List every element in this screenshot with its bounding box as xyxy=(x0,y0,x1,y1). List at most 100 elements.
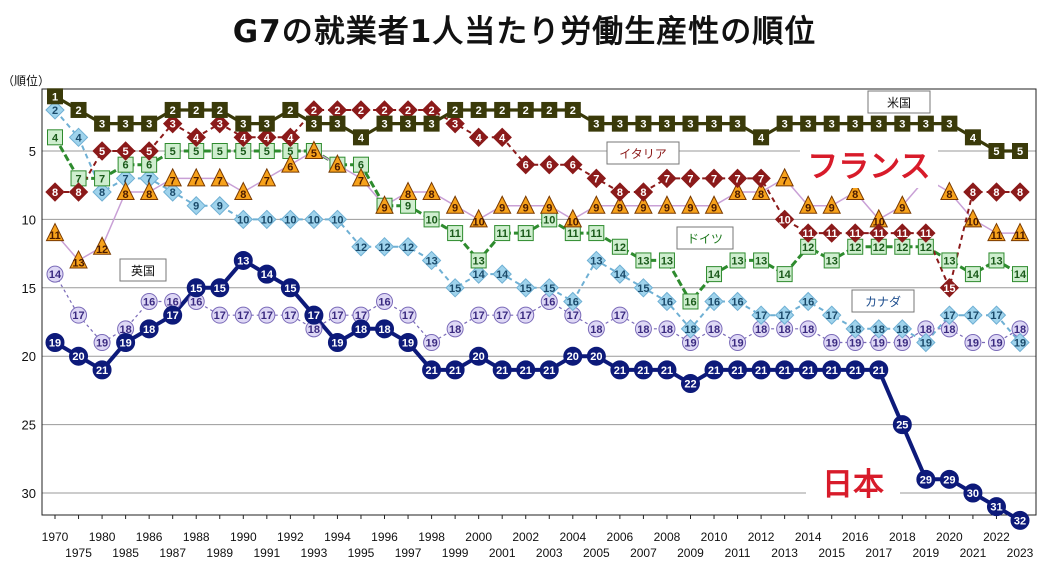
data-label: 5 xyxy=(240,146,246,158)
legend-label-japan: 日本 xyxy=(806,460,900,506)
data-label: 3 xyxy=(593,119,599,131)
series-marker xyxy=(45,100,65,120)
data-label: 18 xyxy=(1014,324,1026,336)
series-marker xyxy=(541,101,558,118)
x-tick-label: 2016 xyxy=(842,530,869,544)
series-marker xyxy=(892,223,913,243)
series-marker xyxy=(539,154,559,175)
series-marker xyxy=(210,113,230,134)
x-tick-label: 2012 xyxy=(748,530,775,544)
data-label: 8 xyxy=(99,187,105,199)
series-marker xyxy=(822,195,842,214)
data-label: 3 xyxy=(782,119,788,131)
data-label: 17 xyxy=(990,310,1002,322)
data-label: 21 xyxy=(849,365,861,377)
series-marker xyxy=(539,278,559,298)
series-marker xyxy=(68,182,89,202)
data-label: 12 xyxy=(849,242,861,254)
data-label: 11 xyxy=(520,228,532,240)
data-label: 16 xyxy=(143,296,155,308)
series-marker xyxy=(492,360,512,380)
series-marker xyxy=(280,278,300,298)
series-marker xyxy=(776,266,793,283)
data-label: 19 xyxy=(96,338,108,350)
x-tick-label: 1999 xyxy=(442,546,469,560)
data-label: 18 xyxy=(637,324,649,336)
series-marker xyxy=(92,182,112,202)
data-label: 2 xyxy=(193,105,199,117)
data-label: 12 xyxy=(920,242,932,254)
legend-label-usa: 米国 xyxy=(867,90,931,114)
series-marker xyxy=(704,195,724,214)
data-label: 17 xyxy=(614,310,626,322)
data-label: 15 xyxy=(543,283,555,295)
series-marker xyxy=(469,208,488,228)
data-label: 18 xyxy=(849,324,861,336)
data-label: 13 xyxy=(237,255,249,267)
series-marker xyxy=(916,223,936,243)
series-marker xyxy=(987,222,1006,242)
data-label: 11 xyxy=(849,228,861,240)
series-marker xyxy=(800,115,817,132)
x-tick-label: 1975 xyxy=(65,546,92,560)
data-label: 3 xyxy=(429,119,435,131)
series-marker xyxy=(869,223,889,243)
series-marker xyxy=(376,292,394,310)
series-marker xyxy=(753,129,770,146)
data-label: 9 xyxy=(805,203,811,215)
x-tick-label: 2019 xyxy=(913,546,940,560)
series-marker xyxy=(445,113,465,134)
data-label: 19 xyxy=(331,338,343,350)
series-marker xyxy=(258,306,276,324)
data-label: 9 xyxy=(640,203,646,215)
data-label: 11 xyxy=(49,230,61,242)
series-marker xyxy=(610,264,630,284)
data-label: 3 xyxy=(640,119,646,131)
data-label: 21 xyxy=(96,365,108,377)
data-label: 7 xyxy=(664,173,670,185)
data-label: 17 xyxy=(167,310,179,322)
svg-text:カナダ: カナダ xyxy=(865,294,901,309)
svg-text:日本: 日本 xyxy=(822,467,884,503)
data-label: 17 xyxy=(943,310,955,322)
data-label: 13 xyxy=(943,255,955,267)
data-label: 2 xyxy=(75,105,81,117)
series-marker xyxy=(894,115,911,132)
data-label: 2 xyxy=(570,105,576,117)
data-label: 7 xyxy=(170,175,176,187)
data-label: 18 xyxy=(119,324,131,336)
series-marker xyxy=(257,209,277,230)
data-label: 17 xyxy=(567,310,579,322)
data-label: 10 xyxy=(331,214,343,226)
series-marker xyxy=(823,334,841,352)
data-label: 14 xyxy=(779,269,792,281)
x-tick-label: 1992 xyxy=(277,530,304,544)
series-marker xyxy=(70,101,87,118)
data-label: 15 xyxy=(214,283,226,295)
data-label: 11 xyxy=(920,228,932,240)
series-marker xyxy=(117,115,134,132)
series-marker xyxy=(45,222,65,242)
data-label: 17 xyxy=(496,310,508,322)
data-label: 19 xyxy=(731,338,743,350)
series-marker xyxy=(398,181,418,201)
series-marker xyxy=(327,209,348,230)
data-label: 7 xyxy=(758,173,764,185)
series-marker xyxy=(281,154,300,173)
series-marker xyxy=(45,182,65,202)
data-label: 3 xyxy=(923,119,929,131)
y-axis-label: （順位） xyxy=(2,73,50,88)
data-label: 5 xyxy=(146,146,152,158)
series-marker xyxy=(964,266,981,283)
series-marker xyxy=(892,319,913,339)
data-label: 15 xyxy=(449,283,461,295)
series-marker xyxy=(751,305,771,325)
data-label: 9 xyxy=(593,203,599,215)
data-label: 31 xyxy=(990,502,1002,514)
series-marker xyxy=(682,293,699,310)
series-marker xyxy=(823,115,840,132)
svg-text:米国: 米国 xyxy=(887,96,911,110)
data-label: 2 xyxy=(405,105,411,117)
data-label: 21 xyxy=(661,365,673,377)
x-tick-label: 2000 xyxy=(465,530,492,544)
